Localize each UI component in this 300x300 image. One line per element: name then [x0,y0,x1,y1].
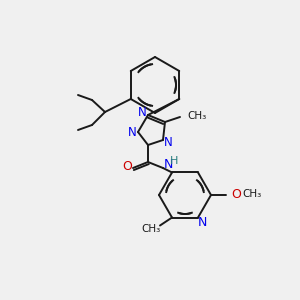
Text: H: H [170,156,178,166]
Text: N: N [163,158,173,172]
Text: O: O [122,160,132,173]
Text: N: N [164,136,172,148]
Text: N: N [128,127,136,140]
Text: N: N [197,216,207,229]
Text: CH₃: CH₃ [242,189,261,199]
Text: N: N [138,106,146,119]
Text: O: O [231,188,241,200]
Text: CH₃: CH₃ [187,111,206,121]
Text: CH₃: CH₃ [141,224,160,233]
